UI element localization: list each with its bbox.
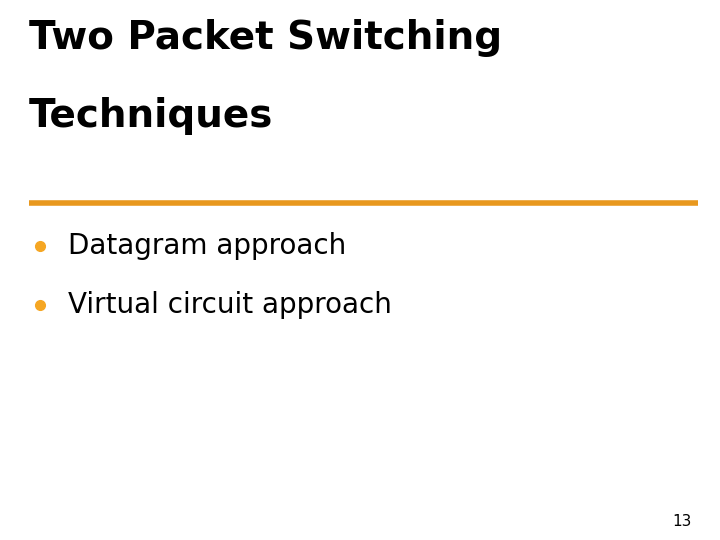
Text: Techniques: Techniques <box>29 97 273 135</box>
Text: Virtual circuit approach: Virtual circuit approach <box>68 291 392 319</box>
Text: Datagram approach: Datagram approach <box>68 232 346 260</box>
Text: Two Packet Switching: Two Packet Switching <box>29 19 502 57</box>
Text: 13: 13 <box>672 514 691 529</box>
